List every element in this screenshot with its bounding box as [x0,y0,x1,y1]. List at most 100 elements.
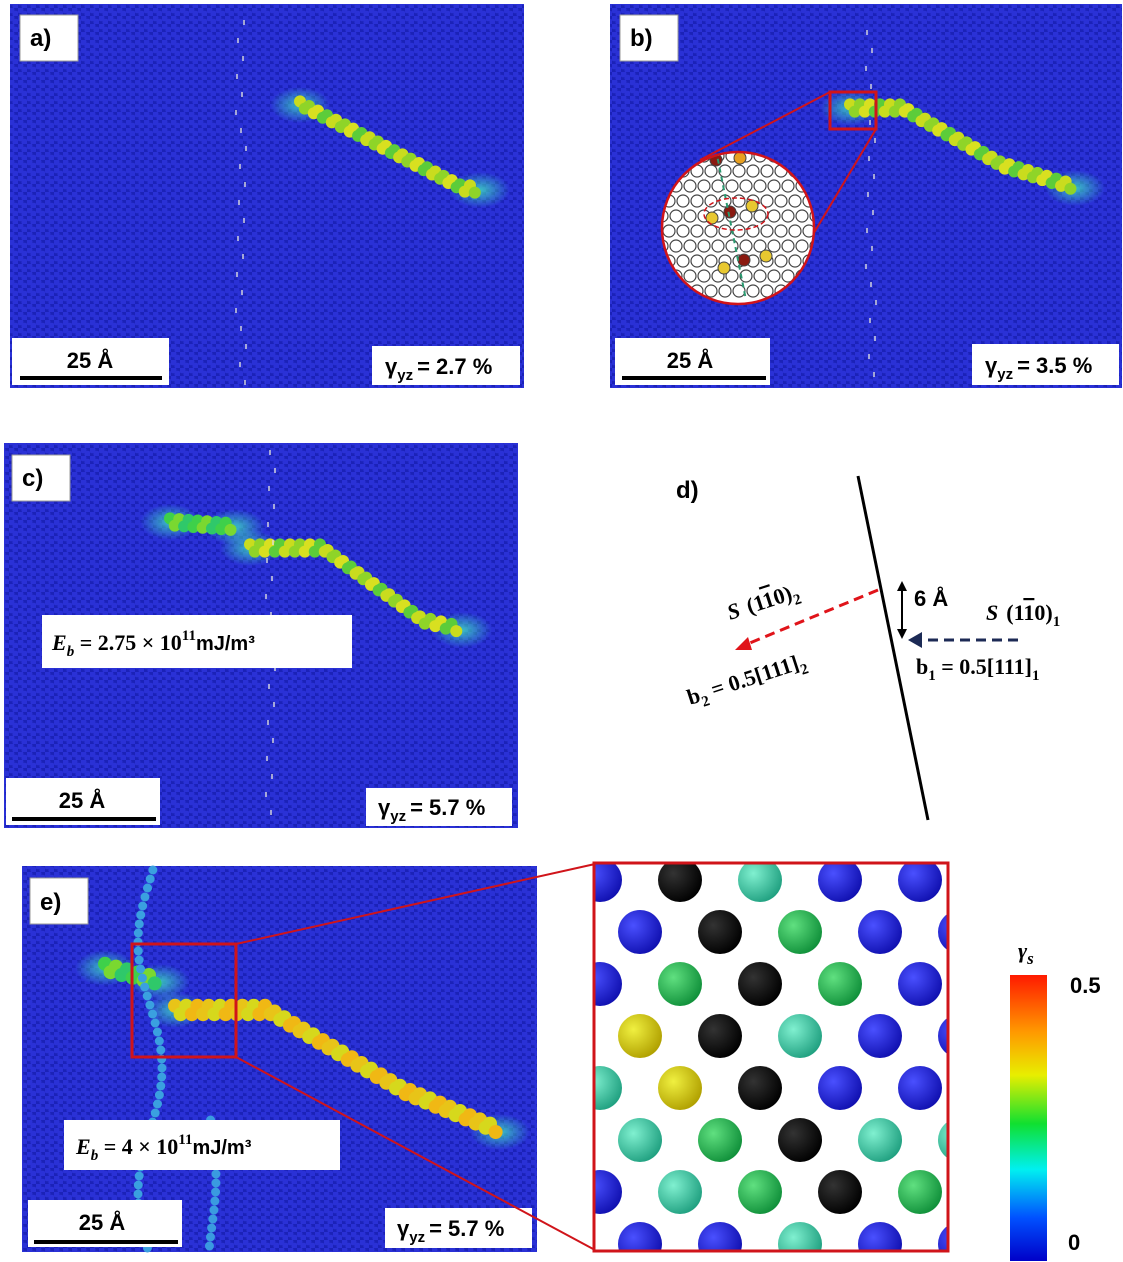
boundary-mark [237,38,239,43]
boundary-mark [266,756,268,761]
boundary-mark [235,110,237,115]
atom [782,180,794,192]
atom [754,180,766,192]
atom [677,225,689,237]
sphere [858,910,902,954]
sphere [578,1066,622,1110]
atom [733,225,745,237]
sphere [778,1014,822,1058]
boundary [858,476,928,820]
subscript: 2 [792,591,804,609]
body: a) 25 Å γyz= 2.7 % b) 25 Å γyz= 3.5 % c)… [0,0,1123,1262]
value: = 5.7 % [410,795,485,820]
atom [754,270,766,282]
sphere [698,1118,742,1162]
symbol: E [75,1134,91,1159]
atom [796,240,808,252]
spacing-label: 6 Å [914,585,948,611]
boundary-mark [271,774,273,779]
atom [789,225,801,237]
sphere [578,962,622,1006]
atom [157,1064,166,1073]
atom [768,270,780,282]
atom [135,920,144,929]
atom [698,180,710,192]
boundary-mark [242,254,244,259]
boundary-mark [875,300,877,305]
boundary-mark [870,282,872,287]
symbol: γ [397,1216,410,1241]
sphere [698,910,742,954]
atom [754,210,766,222]
scale-label: 25 Å [67,347,114,373]
atom [134,929,143,938]
atom [670,210,682,222]
sphere [578,1170,622,1214]
atom [733,195,745,207]
atom [768,180,780,192]
atom [151,1109,160,1118]
symbol: b [916,654,928,679]
sphere [818,1066,862,1110]
atom [208,1215,217,1224]
sphere [738,858,782,902]
atom [768,210,780,222]
atom [1064,183,1076,195]
boundary-mark [243,218,245,223]
atom [761,225,773,237]
boundary-mark [272,540,274,545]
boundary-mark [871,48,873,53]
subscript: 1 [1053,614,1061,630]
boundary-mark [266,558,268,563]
boundary-mark [265,792,267,797]
boundary-mark [242,56,244,61]
boundary-mark [237,236,239,241]
sphere [938,1014,982,1058]
boundary-mark [239,362,241,367]
sphere [738,1066,782,1110]
text: = 2.75 × 10 [74,630,182,655]
subscript: yz [409,1229,425,1246]
atom [747,285,759,297]
exponent: 11 [178,1132,192,1148]
atom [775,255,787,267]
burgers-1: b1 = 0.5[111]1 [916,654,1040,684]
atom [143,992,152,1001]
subscript: yz [397,367,413,384]
atom [148,976,162,990]
atom [469,187,481,199]
sphere [818,858,862,902]
atom [146,875,155,884]
atom [450,625,462,637]
figure: a) 25 Å γyz= 2.7 % b) 25 Å γyz= 3.5 % c)… [0,0,1123,1262]
boundary-mark [267,522,269,527]
atom [782,210,794,222]
sphere [898,962,942,1006]
panel-label: d) [676,477,699,504]
boundary-mark [240,128,242,133]
end-subscript: 1 [1032,668,1040,684]
value: = 3.5 % [1017,353,1092,378]
boundary-mark [869,120,871,125]
boundary-mark [245,146,247,151]
atom [134,1190,143,1199]
boundary-mark [874,336,876,341]
subscript: yz [390,808,406,825]
atom [136,911,145,920]
atom [719,285,731,297]
symbol: E [51,630,67,655]
atom [712,240,724,252]
atom [134,947,143,956]
boundary-mark [874,138,876,143]
atom [140,893,149,902]
sphere [778,1118,822,1162]
boundary-mark [238,200,240,205]
boundary-mark [873,174,875,179]
sphere [578,858,622,902]
atom [740,240,752,252]
atom [211,1188,220,1197]
atom [210,1197,219,1206]
boundary-mark [865,66,867,71]
atom [211,1179,220,1188]
colorbar-min: 0 [1068,1230,1080,1255]
